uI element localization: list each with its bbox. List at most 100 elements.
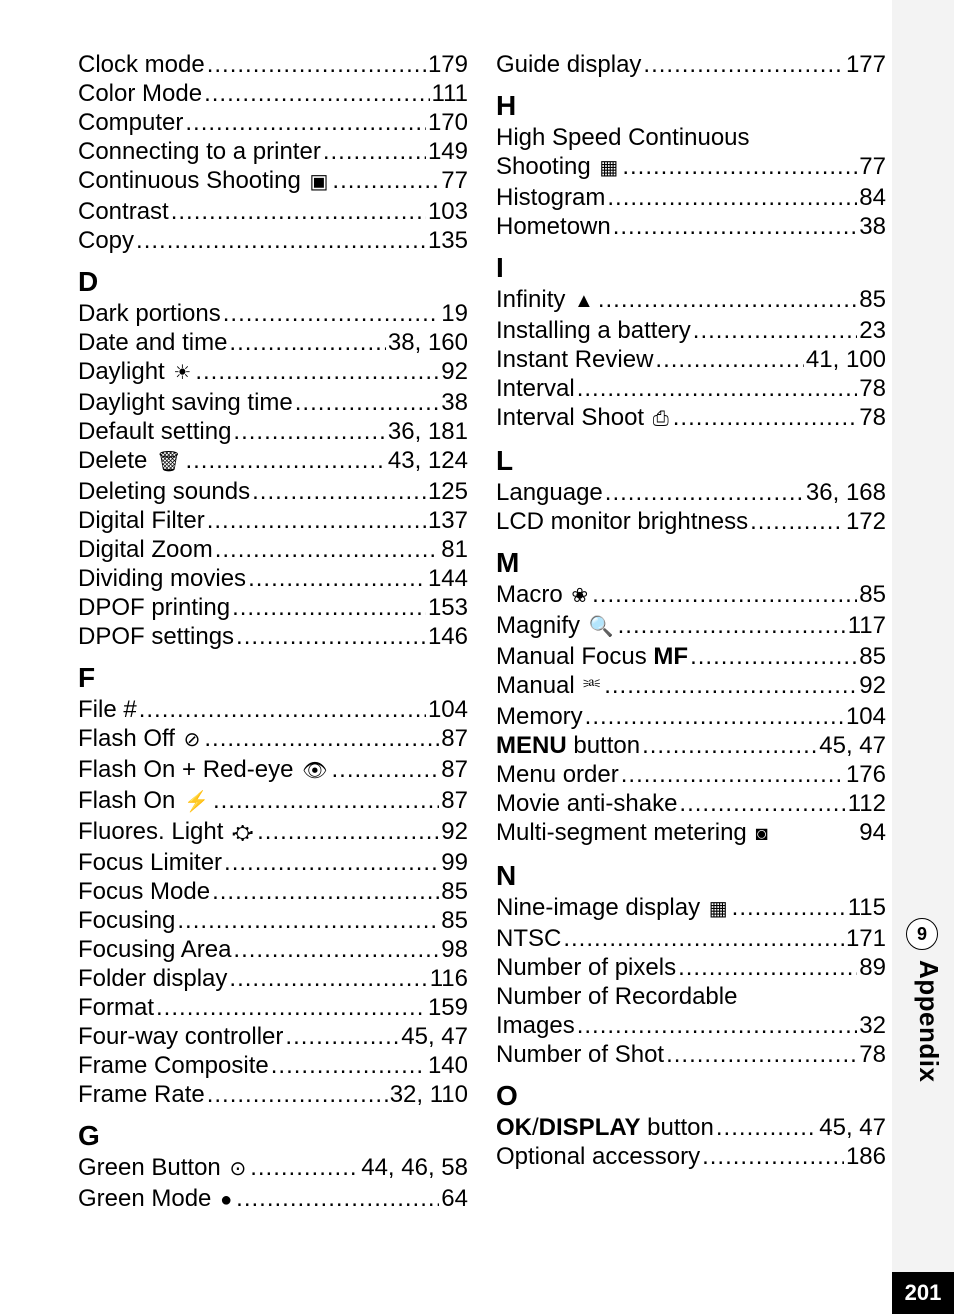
dot-leader (227, 964, 427, 993)
entry-label: File # (78, 695, 137, 724)
entry-label: Daylight saving time (78, 388, 293, 417)
dot-leader (714, 1113, 817, 1142)
entry-label: Nine-image display ▦ (496, 893, 730, 924)
entry-label: Green Button ⊙ (78, 1153, 248, 1184)
index-entry: Frame Rate 32, 110 (78, 1080, 468, 1109)
dot-leader (134, 226, 426, 255)
index-entry: DPOF settings146 (78, 622, 468, 651)
nine_image-icon: ▦ (707, 898, 730, 920)
entry-page: 98 (439, 935, 468, 964)
entry-label: Interval Shoot ⎙ (496, 403, 671, 434)
index-entry: Nine-image display ▦115 (496, 893, 886, 924)
entry-page: 23 (857, 316, 886, 345)
index-entry: Format159 (78, 993, 468, 1022)
index-entry: Images32 (496, 1011, 886, 1040)
index-entry: Multi-segment metering ◙ 94 (496, 818, 886, 849)
entry-page: 32, 110 (388, 1080, 468, 1109)
index-entry: DPOF printing153 (78, 593, 468, 622)
dot-leader (193, 357, 439, 386)
dot-leader (250, 477, 426, 506)
entry-label: LCD monitor brightness (496, 507, 748, 536)
dot-leader (205, 1080, 388, 1109)
index-entry: Histogram84 (496, 183, 886, 212)
delete-icon: 🗑 (154, 451, 183, 473)
entry-page: 38, 160 (386, 328, 468, 357)
daylight-icon: ☀ (171, 362, 193, 384)
entry-label: Magnify 🔍 (496, 611, 616, 642)
magnify-icon: 🔍 (587, 616, 616, 638)
entry-page: 36, 181 (386, 417, 468, 446)
entry-label: DPOF printing (78, 593, 230, 622)
index-entry: Computer170 (78, 108, 468, 137)
entry-page: 92 (439, 357, 468, 386)
index-entry: Movie anti-shake112 (496, 789, 886, 818)
entry-page: 45, 47 (817, 1113, 886, 1142)
section-letter: F (78, 663, 468, 693)
entry-label: Dark portions (78, 299, 221, 328)
index-entry: Flash On + Red-eye 👁87 (78, 755, 468, 786)
entry-page: 44, 46, 58 (359, 1153, 468, 1182)
entry-label: OK/DISPLAY button (496, 1113, 714, 1142)
dot-leader (211, 786, 439, 815)
dot-leader (248, 1153, 359, 1182)
index-entry: Folder display116 (78, 964, 468, 993)
dot-leader (330, 755, 440, 784)
entry-page: 179 (426, 50, 468, 79)
index-entry: Connecting to a printer149 (78, 137, 468, 166)
entry-page: 78 (857, 1040, 886, 1069)
entry-label: Number of Shot (496, 1040, 664, 1069)
entry-label: High Speed Continuous (496, 123, 750, 152)
dot-leader (330, 166, 439, 195)
dot-leader (230, 593, 426, 622)
entry-page: 176 (844, 760, 886, 789)
entry-label: Clock mode (78, 50, 205, 79)
entry-page: 103 (426, 197, 468, 226)
dot-leader (321, 137, 426, 166)
index-entry: Default setting36, 181 (78, 417, 468, 446)
dot-leader (616, 611, 846, 640)
entry-label: Dividing movies (78, 564, 246, 593)
entry-label: Infinity ▲ (496, 285, 596, 316)
dot-leader (269, 1051, 426, 1080)
entry-label: Copy (78, 226, 134, 255)
index-entry: Magnify 🔍117 (496, 611, 886, 642)
entry-page: 87 (439, 724, 468, 753)
entry-page: 140 (426, 1051, 468, 1080)
dot-leader (602, 671, 857, 700)
entry-label: Folder display (78, 964, 227, 993)
section-letter: L (496, 446, 886, 476)
dot-leader (183, 108, 426, 137)
entry-label: Format (78, 993, 154, 1022)
entry-page: 78 (857, 374, 886, 403)
entry-label: Digital Filter (78, 506, 205, 535)
dot-leader (205, 50, 426, 79)
entry-label: Focus Mode (78, 877, 210, 906)
entry-label: Frame Rate (78, 1080, 205, 1109)
section-letter: O (496, 1081, 886, 1111)
dot-leader (676, 953, 857, 982)
cont_shoot-icon: ▣ (308, 171, 331, 193)
index-entry: Continuous Shooting ▣77 (78, 166, 468, 197)
entry-label: Number of pixels (496, 953, 676, 982)
entry-page: 104 (426, 695, 468, 724)
appendix-number-circle: 9 (906, 918, 938, 950)
index-entry: Daylight ☀92 (78, 357, 468, 388)
entry-label: Frame Composite (78, 1051, 269, 1080)
index-entry: Number of Shot 78 (496, 1040, 886, 1069)
entry-label: Green Mode ● (78, 1184, 234, 1215)
dot-leader (169, 197, 426, 226)
dot-leader (671, 403, 858, 432)
entry-page: 77 (857, 152, 886, 181)
index-entry: Color Mode111 (78, 79, 468, 108)
index-entry: Date and time38, 160 (78, 328, 468, 357)
dot-leader (154, 993, 426, 1022)
entry-page: 85 (857, 285, 886, 314)
index-entry: Deleting sounds125 (78, 477, 468, 506)
index-entry: Manual ⎃92 (496, 671, 886, 702)
index-entry: Instant Review41, 100 (496, 345, 886, 374)
dot-leader (590, 580, 857, 609)
index-entry: High Speed Continuous (496, 123, 886, 152)
index-entry: Clock mode 179 (78, 50, 468, 79)
entry-label: Contrast (78, 197, 169, 226)
entry-label: Flash On ⚡ (78, 786, 211, 817)
